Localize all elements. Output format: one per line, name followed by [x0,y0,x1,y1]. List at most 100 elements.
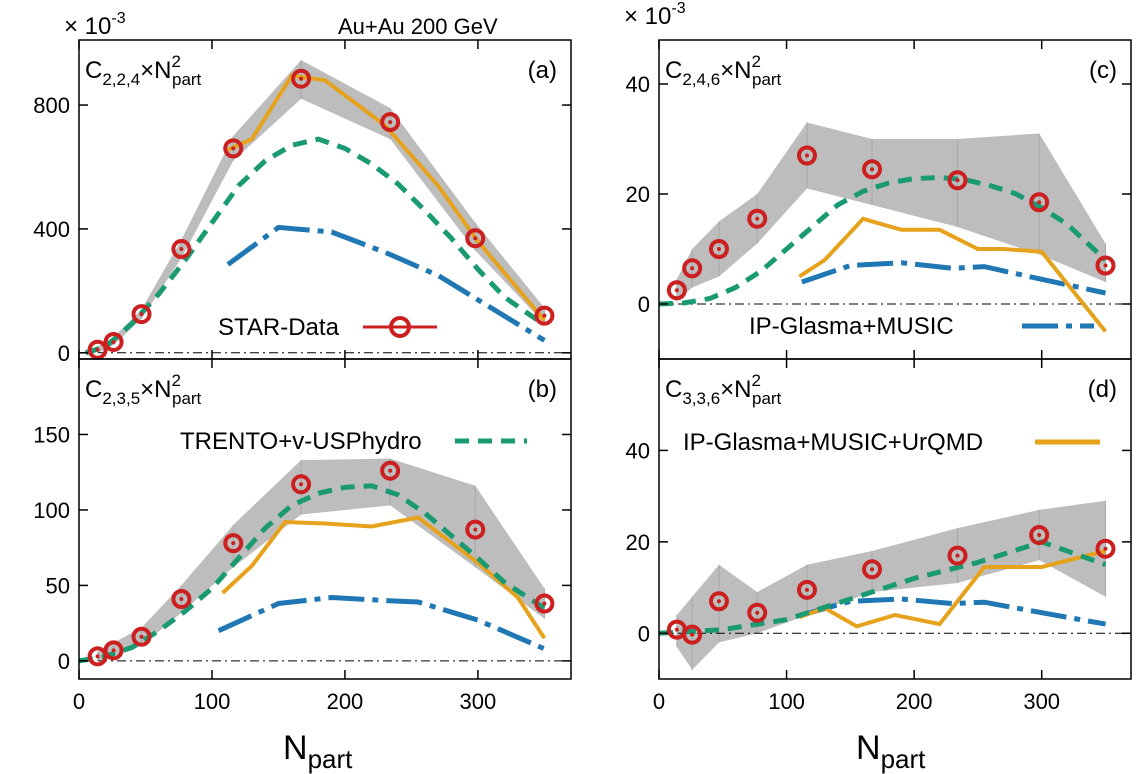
star-data-point [465,228,486,249]
star-data-point [796,579,817,600]
star-data-point [223,138,244,159]
star-data-point [682,624,703,645]
legend-trento-label: TRENTO+v-USPhydro [180,428,422,455]
panel-quantity-label: C2,4,6×N2 part [665,52,782,89]
data-uncertainty-band [97,458,545,661]
panel-quantity-label: C3,3,6×N2 part [665,371,782,408]
star-data-point [87,339,108,360]
star-data-point-center [1037,533,1042,537]
star-data-point-center [755,610,760,615]
star-data-point-center [674,627,679,632]
figure-header: Au+Au 200 GeV [338,14,498,39]
star-data-point [666,280,687,301]
x-tick-label: 200 [327,689,364,714]
panel-a: 0 400 800 C2,2,4×N2 part (a) [33,39,572,366]
star-data-point-center [231,146,236,151]
y-tick-label: 20 [626,182,650,207]
star-data-point-center [955,553,960,558]
y-tick-label: 0 [638,621,650,646]
x-axis-label-left: Npart [283,729,353,774]
star-data-point-center [542,313,547,318]
legend-star-marker [389,316,411,338]
series-trento-line [84,136,546,356]
panel-b: 0 50 100 150 0 100 200 300 C2,3,5×N2 part (b) [33,358,572,714]
star-data-point-center [674,288,679,293]
series-ipgu-line [221,515,547,640]
star-data-point [171,589,192,609]
y-tick-label: 0 [58,649,70,674]
scale-factor-right: × 10-3 [624,0,686,30]
star-data-point-center [716,599,721,604]
legend-ipgu-label: IP-Glasma+MUSIC+UrQMD [683,429,983,456]
star-data-point-center [870,167,875,172]
plot-frame [78,358,572,680]
star-data-point [171,239,192,260]
star-data-point [131,304,152,325]
star-data-point [291,68,312,89]
star-data-point-center [870,567,875,572]
data-uncertainty-band [97,60,545,353]
star-data-point-center [690,632,695,637]
legend-ipg: IP-Glasma+MUSIC [749,313,1094,340]
star-data-point [862,159,883,180]
panel-quantity-label: C2,3,5×N2 part [85,371,202,408]
star-data-point-center [473,236,478,241]
series-ipg-line [226,224,546,343]
star-data-point-center [231,541,236,546]
panel-letter-label: (c) [1089,57,1117,84]
star-data-point-center [95,654,100,659]
star-data-point-center [179,597,184,601]
x-tick-label: 0 [73,689,85,714]
y-tick-label: 20 [626,530,650,555]
y-tick-label: 0 [58,341,70,366]
panel-letter-label: (a) [528,57,557,84]
series-trento-line [658,174,1108,307]
data-uncertainty-band [676,122,1106,302]
x-tick-label: 100 [194,689,231,714]
star-data-point [1029,192,1050,213]
star-data-point-center [804,587,809,592]
y-tick-label: 0 [638,292,650,317]
series-trento-line [78,483,546,664]
y-tick-label: 150 [33,422,70,447]
star-data-point-center [755,216,760,221]
star-data-point-center [1103,546,1108,551]
legend-star-label: STAR-Data [218,314,340,341]
panel-d: 0 20 40 0 100 200 300 C3,3,6×N2 part (d) [626,358,1132,714]
star-data-point [747,208,768,229]
star-data-point-center [299,482,304,487]
plot-frame [658,358,1132,680]
legend-star: STAR-Data [218,314,437,341]
star-data-point [103,331,124,352]
star-data-point [465,519,486,540]
y-tick-label: 400 [33,217,70,242]
star-data-point [1095,255,1116,276]
series-ipgu-line [798,216,1108,333]
star-data-point [223,533,244,554]
star-data-point-center [139,312,144,317]
star-data-point [380,460,401,481]
star-data-point-center [955,178,960,183]
star-data-point [1029,525,1050,545]
x-tick-label: 100 [768,689,805,714]
legend-ipg-label: IP-Glasma+MUSIC [749,313,954,340]
star-data-point-center [542,601,547,606]
star-data-point [131,626,152,647]
legend-trento: TRENTO+v-USPhydro [180,428,527,455]
x-tick-label: 300 [460,689,497,714]
star-data-point [291,474,312,495]
y-tick-label: 800 [33,93,70,118]
panel-letter-label: (b) [528,376,557,403]
star-data-point-center [690,266,695,271]
y-tick-label: 100 [33,498,70,523]
star-data-point [103,640,124,661]
star-data-point-center [716,247,721,251]
panel-letter-label: (d) [1088,376,1117,403]
series-ipgu-line [798,549,1106,629]
scale-factor-left: × 10-3 [64,10,126,40]
panel-quantity-label: C2,2,4×N2 part [85,52,202,89]
star-data-point [380,112,401,133]
star-data-point [1095,538,1116,559]
star-data-point-center [1037,200,1042,205]
